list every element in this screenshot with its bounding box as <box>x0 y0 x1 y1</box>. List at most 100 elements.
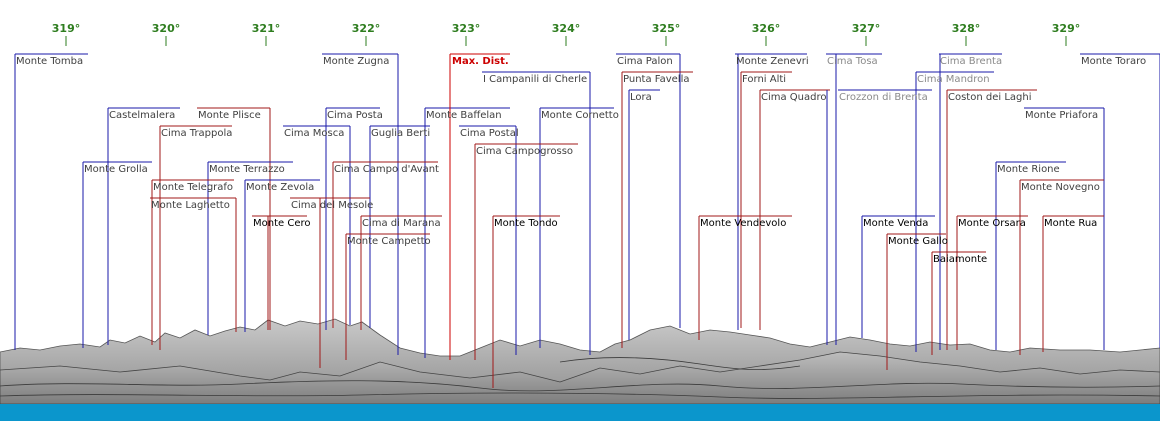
degree-tick-label: 320° <box>152 22 180 35</box>
peak-label: Cima Posta <box>327 110 383 121</box>
peak-label: Monte Zugna <box>323 56 389 67</box>
peak-label: Baiamonte <box>933 254 987 265</box>
peak-leader-line <box>107 107 180 345</box>
peak-label: Castelmalera <box>109 110 175 121</box>
peak-label: Monte Toraro <box>1081 56 1146 67</box>
degree-tick-label: 322° <box>352 22 380 35</box>
peak-label: Crozzon di Brenta <box>839 92 928 103</box>
max-distance-line <box>449 53 510 360</box>
degree-tick-label: 326° <box>752 22 780 35</box>
peak-label: Cima Mosca <box>284 128 344 139</box>
peak-label: Monte Laghetto <box>151 200 230 211</box>
peak-leader-line <box>1042 215 1104 352</box>
degree-tick-label: 319° <box>52 22 80 35</box>
peak-leader-line <box>482 71 591 355</box>
peak-label: Monte Rione <box>997 164 1060 175</box>
degree-tick-label: 328° <box>952 22 980 35</box>
peak-leader-line <box>322 53 399 355</box>
peak-label: Monte Terrazzo <box>209 164 285 175</box>
peak-leader-line <box>492 215 560 388</box>
peak-label: Cima Tosa <box>827 56 878 67</box>
peak-label: Forni Alti <box>742 74 786 85</box>
peak-leader-line <box>995 161 1066 350</box>
peak-label: Monte Grolla <box>84 164 148 175</box>
peak-leader-lines <box>14 53 1160 388</box>
peak-leader-line <box>740 71 792 328</box>
peak-label: Cima Palon <box>617 56 673 67</box>
peak-leader-line <box>946 89 1037 350</box>
peak-label: Cima Mandron <box>917 74 990 85</box>
peak-leader-line <box>539 107 614 348</box>
peak-label: Monte Zevola <box>246 182 314 193</box>
peak-label: Cima Campogrosso <box>476 146 573 157</box>
degree-scale: 319° 320° 321° 322° 323° 324° 325° 326° 327° 328°… <box>52 22 1080 46</box>
peak-label: Monte Venda <box>863 218 928 229</box>
peak-leader-line <box>459 125 517 355</box>
peak-leader-line <box>698 215 792 340</box>
peak-leader-line <box>886 233 946 370</box>
peak-leader-line <box>939 53 1002 350</box>
peak-label: Monte Telegrafo <box>153 182 233 193</box>
peak-leader-line <box>345 233 430 360</box>
peak-leader-line <box>82 161 152 348</box>
peak-leader-line <box>1024 107 1105 350</box>
ridge-line <box>0 392 1160 399</box>
peak-leader-line <box>861 215 935 338</box>
peak-leader-line <box>931 251 986 355</box>
peak-label: Monte Zenevri <box>736 56 809 67</box>
peak-leader-line <box>14 53 88 350</box>
degree-tick-label: 324° <box>552 22 580 35</box>
peak-label: Punta Favella <box>623 74 689 85</box>
peak-leader-line <box>150 197 237 332</box>
degree-tick-label: 323° <box>452 22 480 35</box>
peak-leader-line <box>474 143 578 360</box>
peak-leader-line <box>369 125 430 328</box>
degree-tick-label: 321° <box>252 22 280 35</box>
peak-leader-line <box>826 89 932 345</box>
peak-label: Monte Baffelan <box>426 110 502 121</box>
peak-leader-line <box>616 53 681 328</box>
peak-label: Monte Novegno <box>1021 182 1100 193</box>
peak-leader-line <box>332 161 438 328</box>
peak-label: Monte Cornetto <box>541 110 619 121</box>
ridge-line <box>559 357 801 370</box>
peak-label: Cima Postal <box>460 128 519 139</box>
peak-leader-line <box>283 125 351 325</box>
peak-leader-line <box>1080 53 1160 348</box>
peak-leader-line <box>826 53 882 345</box>
peak-leader-line <box>207 161 293 335</box>
peak-leader-line <box>360 215 442 330</box>
peak-label: Monte Rua <box>1044 218 1097 229</box>
peak-label: Cima di Marana <box>362 218 441 229</box>
peak-leader-line <box>197 107 271 330</box>
degree-tick-label: 329° <box>1052 22 1080 35</box>
peak-label: Monte Cero <box>253 218 310 229</box>
mountain-silhouette <box>0 318 1160 405</box>
max-distance-label: Max. Dist. <box>452 56 509 67</box>
peak-leader-line <box>628 89 660 340</box>
peak-leader-line <box>159 125 232 350</box>
peak-leader-line <box>290 197 370 368</box>
peak-labels: Monte Tomba Monte Zugna Cima Palon Monte Ze… <box>16 56 1146 265</box>
peak-label: Lora <box>630 92 652 103</box>
peak-leader-line <box>735 53 807 330</box>
peak-label: Monte Campetto <box>347 236 431 247</box>
peak-label: Cima Quadro <box>761 92 827 103</box>
peak-leader-line <box>424 107 510 358</box>
peak-leader-line <box>252 215 307 330</box>
peak-leader-line <box>915 71 994 352</box>
water-strip <box>0 404 1160 421</box>
peak-leader-line <box>759 89 830 330</box>
peak-label: Coston dei Laghi <box>948 92 1032 103</box>
peak-label: Cima Brenta <box>940 56 1002 67</box>
peak-label: I Campanili di Cherle <box>483 74 587 85</box>
peak-label: Monte Tomba <box>16 56 83 67</box>
peak-label: Monte Priafora <box>1025 110 1098 121</box>
peak-label: Monte Orsara <box>958 218 1026 229</box>
peak-leader-line <box>621 71 693 348</box>
peak-leader-line <box>151 179 234 345</box>
peak-label: Cima del Mesole <box>291 200 373 211</box>
peak-leader-line <box>956 215 1028 350</box>
